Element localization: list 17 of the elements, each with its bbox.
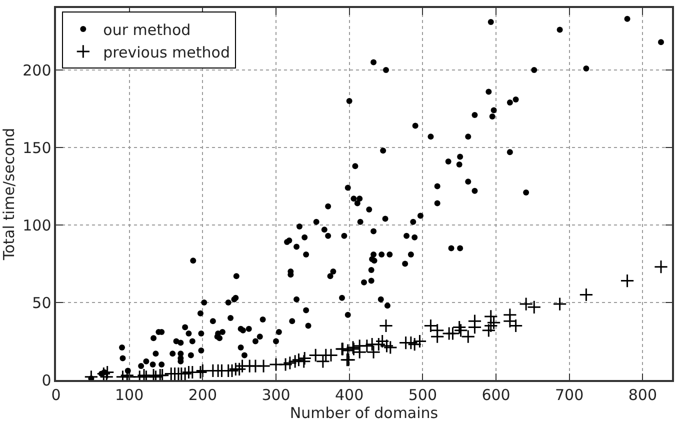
y-tick-label: 50 xyxy=(32,294,52,312)
y-tick-label: 150 xyxy=(22,138,52,157)
legend-label: previous method xyxy=(103,43,230,62)
y-axis-title: Total time/second xyxy=(0,128,18,262)
x-tick-label: 800 xyxy=(628,386,657,404)
x-tick-label: 600 xyxy=(482,386,510,404)
x-tick-label: 300 xyxy=(262,386,290,404)
x-tick-label: 700 xyxy=(555,386,584,404)
x-tick-label: 400 xyxy=(335,386,364,404)
y-tick-label: 0 xyxy=(42,371,52,390)
x-tick-label: 100 xyxy=(115,386,144,404)
x-tick-label: 500 xyxy=(408,386,437,404)
y-tick-label: 200 xyxy=(22,61,52,80)
x-tick-label: 200 xyxy=(188,386,217,404)
y-tick-label: 100 xyxy=(22,216,52,234)
legend-label: our method xyxy=(103,20,191,39)
x-axis-title: Number of domains xyxy=(290,404,438,422)
